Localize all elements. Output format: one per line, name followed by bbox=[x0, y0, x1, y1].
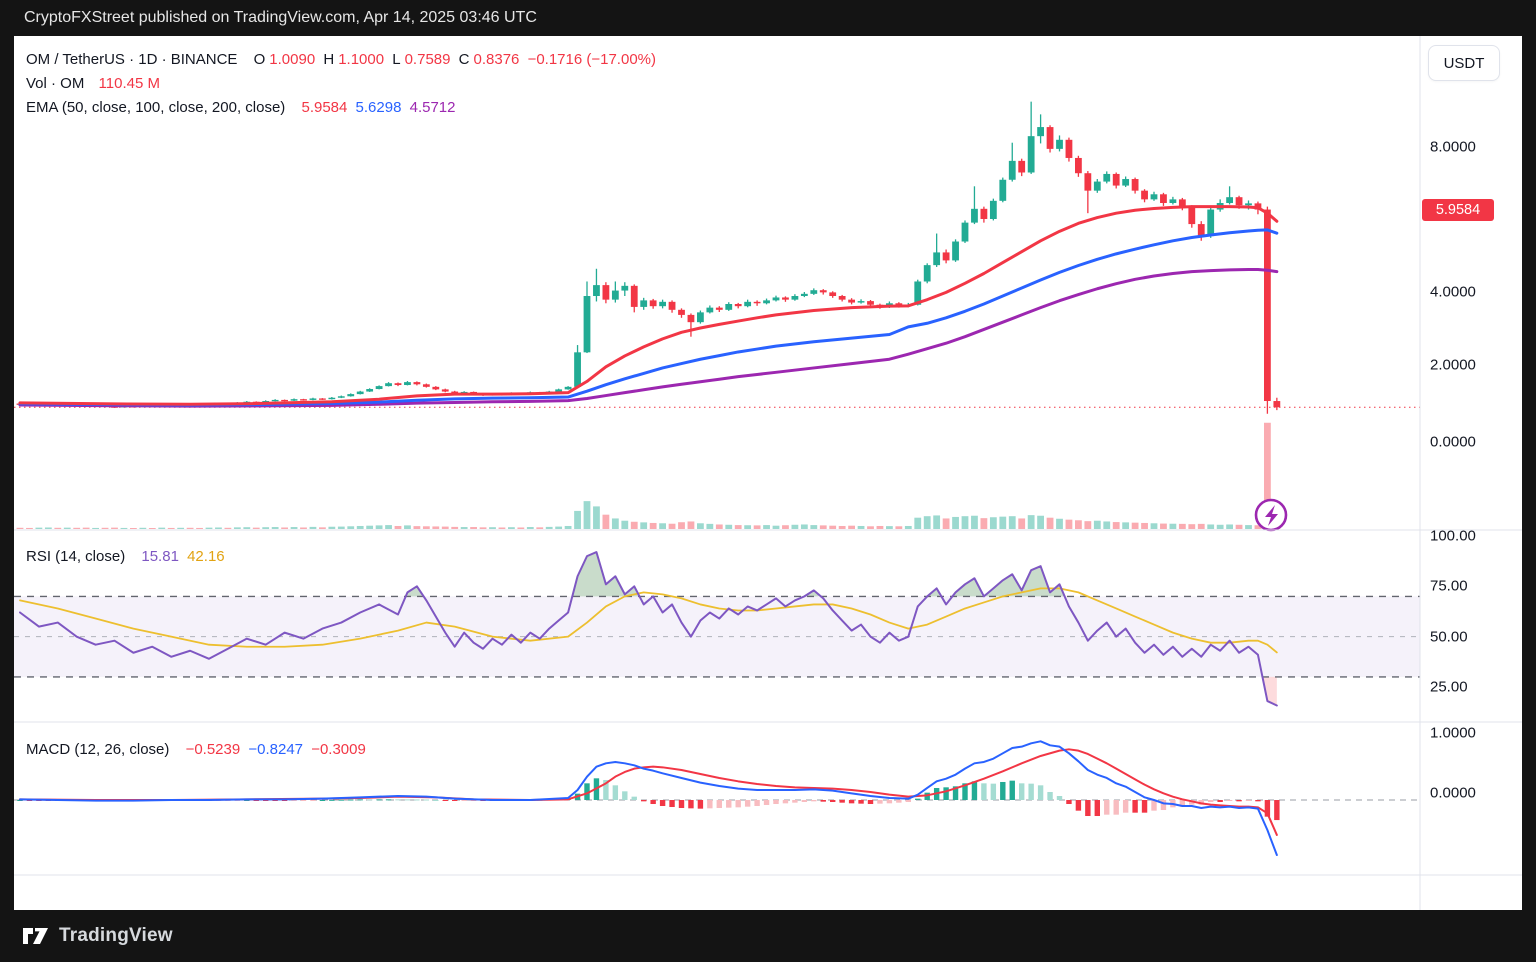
price-axis-tick: 8.0000 bbox=[1430, 138, 1476, 156]
rsi-ma-value: 42.16 bbox=[187, 548, 225, 565]
macd-signal-value: −0.5239 bbox=[185, 741, 241, 758]
rsi-axis-tick: 25.00 bbox=[1430, 678, 1468, 696]
rsi-axis-tick: 75.00 bbox=[1430, 577, 1468, 595]
price-axis-tick: 2.0000 bbox=[1430, 356, 1476, 374]
macd-hist-value: −0.3009 bbox=[311, 741, 366, 758]
ema200-value: 4.5712 bbox=[409, 99, 456, 116]
footer-bar: TradingView bbox=[0, 910, 1536, 962]
close-value: 0.8376 bbox=[473, 51, 520, 68]
ema-label: EMA (50, close, 100, close, 200, close) bbox=[26, 99, 286, 116]
rsi-axis-tick: 100.00 bbox=[1430, 527, 1476, 545]
ema50-value: 5.9584 bbox=[301, 99, 348, 116]
change-value: −0.1716 (−17.00%) bbox=[527, 51, 656, 68]
symbol-title: OM / TetherUS · 1D · BINANCE bbox=[26, 51, 238, 68]
open-value: 1.0090 bbox=[269, 51, 316, 68]
macd-axis-tick: 1.0000 bbox=[1430, 724, 1476, 742]
symbol-legend-row: OM / TetherUS · 1D · BINANCE O 1.0090 H 1.… bbox=[26, 51, 660, 68]
rsi-label: RSI (14, close) bbox=[26, 548, 126, 565]
macd-axis-tick: 0.0000 bbox=[1430, 784, 1476, 802]
footer-brand-text[interactable]: TradingView bbox=[59, 925, 173, 946]
volume-legend-row: Vol · OM 110.45 M bbox=[26, 75, 164, 92]
price-axis-tick: 4.0000 bbox=[1430, 283, 1476, 301]
tradingview-logo-icon[interactable] bbox=[22, 924, 50, 948]
low-label: L bbox=[392, 51, 401, 68]
volume-value: 110.45 M bbox=[98, 75, 160, 92]
macd-line-value: −0.8247 bbox=[248, 741, 304, 758]
currency-toggle-button[interactable]: USDT bbox=[1428, 45, 1500, 81]
rsi-legend-row: RSI (14, close) 15.81 42.16 bbox=[26, 548, 229, 565]
attribution-text: CryptoFXStreet published on TradingView.… bbox=[24, 9, 537, 26]
open-label: O bbox=[253, 51, 266, 68]
price-axis-badge: 5.9584 bbox=[1422, 199, 1494, 221]
currency-label: USDT bbox=[1443, 54, 1485, 72]
macd-legend-row: MACD (12, 26, close) −0.5239 −0.8247 −0.… bbox=[26, 741, 370, 758]
high-value: 1.1000 bbox=[338, 51, 385, 68]
volume-label: Vol · OM bbox=[26, 75, 85, 92]
high-label: H bbox=[323, 51, 335, 68]
low-value: 0.7589 bbox=[404, 51, 451, 68]
header-bar: CryptoFXStreet published on TradingView.… bbox=[0, 0, 1536, 36]
ema-legend-row: EMA (50, close, 100, close, 200, close) … bbox=[26, 99, 460, 116]
rsi-value: 15.81 bbox=[141, 548, 179, 565]
ema100-value: 5.6298 bbox=[355, 99, 402, 116]
macd-label: MACD (12, 26, close) bbox=[26, 741, 170, 758]
price-axis-tick: 0.0000 bbox=[1430, 433, 1476, 451]
rsi-axis-tick: 50.00 bbox=[1430, 628, 1468, 646]
close-label: C bbox=[458, 51, 470, 68]
